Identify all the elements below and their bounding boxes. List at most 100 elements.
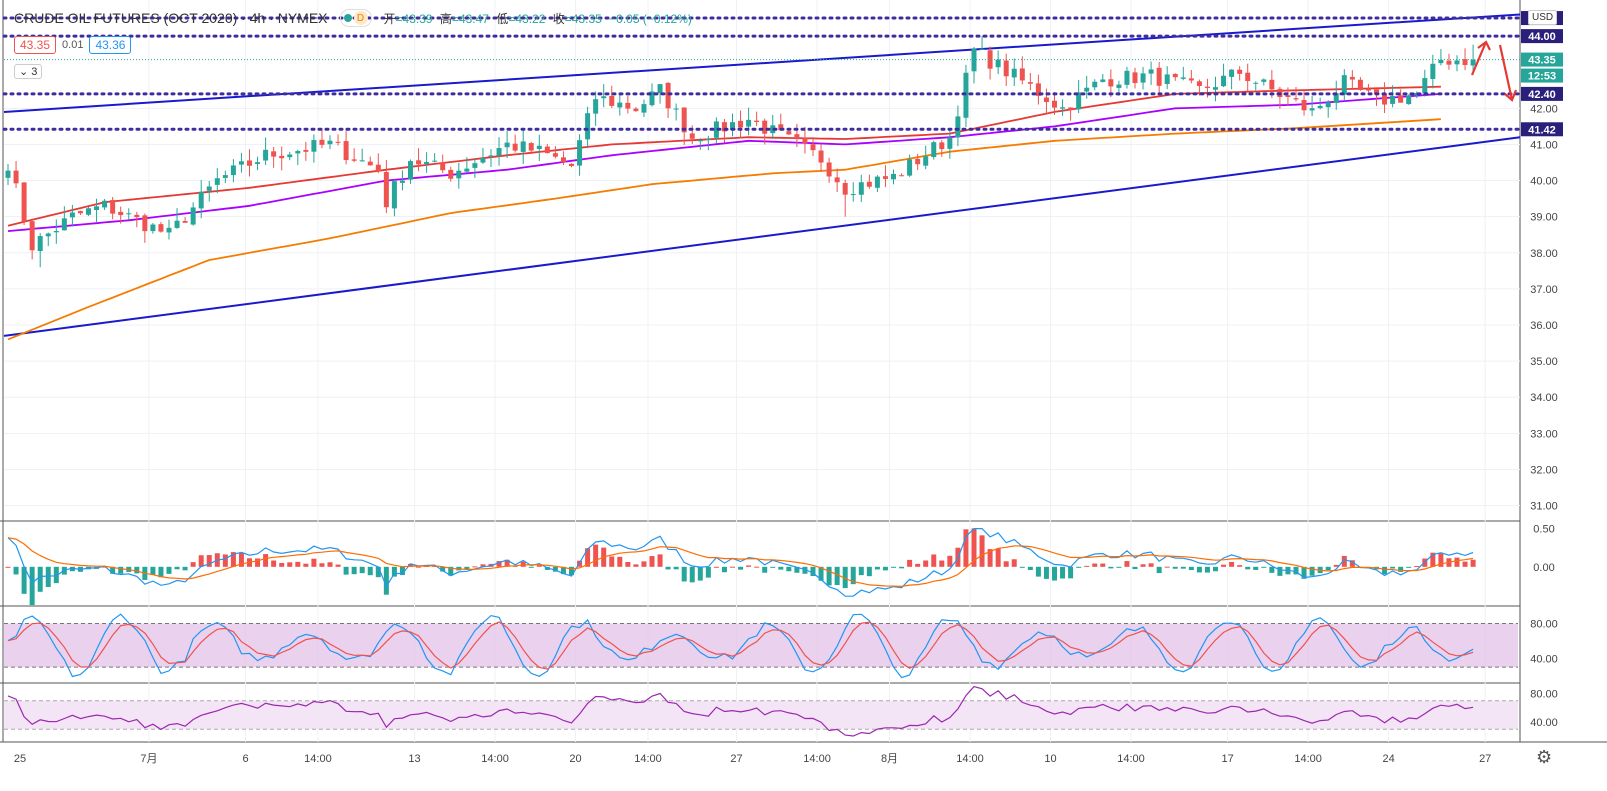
candle[interactable] [1309, 108, 1315, 111]
candle[interactable] [955, 116, 961, 138]
candle[interactable] [1293, 98, 1299, 100]
candle[interactable] [1261, 79, 1267, 82]
candle[interactable] [142, 215, 148, 232]
buy-price-button[interactable]: 43.36 [89, 36, 132, 54]
candle[interactable] [5, 170, 11, 178]
candle[interactable] [979, 48, 985, 50]
candle[interactable] [1060, 107, 1066, 109]
candle[interactable] [295, 151, 301, 154]
up-arrow-icon[interactable] [1470, 40, 1491, 76]
candle[interactable] [552, 153, 558, 157]
candle[interactable] [560, 157, 566, 163]
candle[interactable] [1140, 73, 1146, 83]
candle[interactable] [383, 172, 389, 208]
candle[interactable] [1285, 95, 1291, 97]
candle[interactable] [110, 200, 116, 214]
candle[interactable] [1188, 78, 1194, 81]
candle[interactable] [1317, 105, 1323, 109]
candle[interactable] [86, 208, 91, 215]
candle[interactable] [1237, 69, 1243, 74]
candle[interactable] [713, 121, 719, 138]
candle[interactable] [94, 206, 100, 211]
candle[interactable] [1245, 72, 1251, 82]
candle[interactable] [609, 95, 615, 106]
candle[interactable] [1382, 93, 1388, 105]
gear-icon[interactable]: ⚙ [1536, 747, 1553, 767]
candle[interactable] [1108, 79, 1114, 87]
candle[interactable] [21, 182, 27, 222]
down-arrow-icon[interactable] [1498, 44, 1518, 102]
candle[interactable] [544, 146, 550, 154]
market-status-pill[interactable]: D [339, 9, 372, 27]
candle[interactable] [657, 84, 663, 94]
candle[interactable] [1365, 89, 1371, 91]
channel-line[interactable] [3, 136, 1521, 337]
candle[interactable] [1454, 60, 1460, 65]
candle[interactable] [1035, 83, 1041, 96]
candle[interactable] [150, 224, 156, 232]
candle[interactable] [907, 159, 913, 176]
candle[interactable] [263, 149, 269, 161]
candle[interactable] [69, 212, 75, 218]
candle[interactable] [842, 182, 848, 195]
candle[interactable] [1092, 81, 1098, 88]
candle[interactable] [319, 139, 325, 145]
candle[interactable] [61, 218, 67, 231]
candle[interactable] [730, 122, 735, 131]
candle[interactable] [585, 113, 591, 140]
candle[interactable] [923, 156, 929, 166]
candle[interactable] [1172, 73, 1178, 78]
candle[interactable] [1470, 59, 1476, 66]
candle[interactable] [1052, 100, 1057, 108]
candle[interactable] [705, 138, 711, 140]
candle[interactable] [810, 144, 816, 151]
candle[interactable] [1301, 100, 1307, 111]
candle[interactable] [593, 99, 599, 114]
candle[interactable] [1398, 95, 1404, 103]
candle[interactable] [1430, 63, 1436, 79]
candle[interactable] [762, 120, 768, 134]
candle[interactable] [1325, 102, 1331, 108]
candle[interactable] [1068, 107, 1074, 110]
candle[interactable] [891, 173, 896, 180]
candle[interactable] [834, 177, 840, 183]
candle[interactable] [247, 160, 252, 166]
candle[interactable] [850, 194, 856, 196]
candle[interactable] [697, 140, 703, 142]
candle[interactable] [37, 236, 43, 252]
candle[interactable] [271, 151, 277, 157]
candle[interactable] [641, 104, 647, 113]
candle[interactable] [939, 142, 945, 150]
candle[interactable] [448, 169, 454, 179]
candle[interactable] [1390, 95, 1396, 104]
candle[interactable] [987, 50, 993, 69]
candle[interactable] [738, 120, 744, 128]
candle[interactable] [882, 176, 888, 179]
candle[interactable] [1229, 69, 1235, 77]
candle[interactable] [327, 140, 333, 145]
candle[interactable] [512, 143, 518, 151]
candle[interactable] [617, 102, 623, 108]
candle[interactable] [1406, 95, 1412, 105]
candle[interactable] [866, 181, 872, 187]
candle[interactable] [1438, 59, 1444, 64]
candle[interactable] [174, 220, 180, 228]
candle[interactable] [963, 72, 969, 118]
candle[interactable] [214, 178, 220, 185]
candle[interactable] [408, 161, 413, 180]
candle[interactable] [399, 180, 405, 183]
candle[interactable] [1043, 97, 1049, 103]
candle[interactable] [440, 162, 446, 171]
candle[interactable] [496, 148, 502, 156]
candle[interactable] [1253, 82, 1259, 84]
candle[interactable] [625, 102, 631, 109]
candle[interactable] [778, 124, 784, 131]
candle[interactable] [432, 160, 438, 162]
candle[interactable] [1180, 77, 1186, 79]
currency-label[interactable]: USD [1528, 10, 1558, 25]
candle[interactable] [464, 168, 470, 172]
candle[interactable] [536, 145, 542, 149]
candle[interactable] [118, 211, 124, 216]
candle[interactable] [746, 119, 752, 127]
candle[interactable] [238, 161, 244, 165]
